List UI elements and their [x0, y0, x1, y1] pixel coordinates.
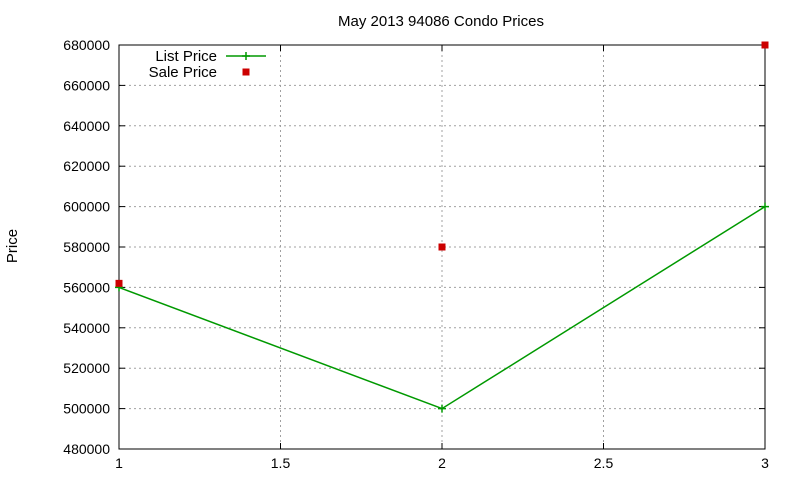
series-list-price — [115, 202, 769, 413]
x-tick-label: 3 — [761, 455, 769, 471]
y-axis-label: Price — [4, 229, 21, 263]
legend-marker — [242, 68, 250, 76]
y-tick-label: 480000 — [63, 441, 110, 457]
x-tick-label: 1.5 — [271, 455, 291, 471]
legend-marker — [242, 52, 250, 60]
y-tick-label: 660000 — [63, 77, 110, 93]
y-tick-label: 620000 — [63, 158, 110, 174]
y-tick-label: 520000 — [63, 360, 110, 376]
series-layer — [115, 41, 769, 413]
x-tick-label: 2.5 — [594, 455, 614, 471]
data-point — [438, 404, 446, 413]
y-tick-label: 540000 — [63, 320, 110, 336]
tick-layer: 480000 500000 520000 540000 560000 580000 6000… — [63, 37, 769, 471]
y-tick-label: 500000 — [63, 401, 110, 417]
y-tick-label: 680000 — [63, 37, 110, 53]
x-tick-label: 1 — [115, 455, 123, 471]
y-tick-label: 640000 — [63, 118, 110, 134]
legend-label: Sale Price — [149, 64, 217, 81]
legend-label: List Price — [155, 48, 217, 65]
data-point — [115, 279, 123, 287]
y-tick-label: 560000 — [63, 279, 110, 295]
series-sale-price — [115, 41, 769, 287]
x-tick-label: 2 — [438, 455, 446, 471]
y-tick-label: 600000 — [63, 199, 110, 215]
y-tick-label: 580000 — [63, 239, 110, 255]
data-point — [761, 202, 769, 211]
data-point — [438, 243, 446, 251]
data-point — [761, 41, 769, 49]
chart-title: May 2013 94086 Condo Prices — [338, 13, 544, 30]
